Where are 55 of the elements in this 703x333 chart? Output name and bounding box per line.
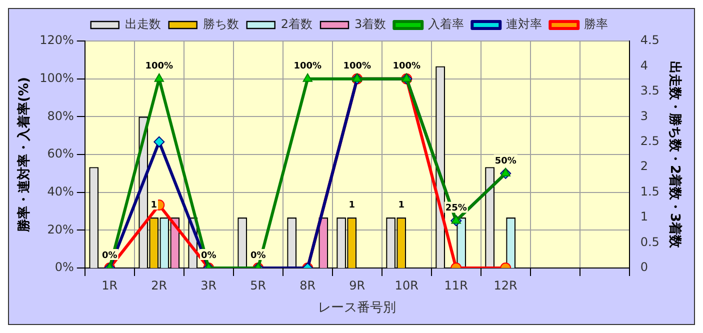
y2-tick-label: 1 xyxy=(640,210,648,224)
y-tick-label: 20% xyxy=(47,222,74,236)
data-label: 100% xyxy=(145,62,174,72)
legend-label: 出走数 xyxy=(124,17,161,32)
x-axis-title: レース番号別 xyxy=(318,300,396,316)
data-label: 100% xyxy=(294,62,322,72)
data-label: 25% xyxy=(445,204,467,214)
x-tick-label: 11R xyxy=(444,278,468,292)
y-tick-label: 120% xyxy=(40,33,74,48)
x-tick-label: 1R xyxy=(102,278,118,292)
y2-tick-label: 1.5 xyxy=(640,184,660,198)
data-label: 1 xyxy=(398,200,404,210)
y-tick-label: 0% xyxy=(54,260,74,274)
x-tick-label: 9R xyxy=(349,278,366,292)
x-tick-label: 2R xyxy=(151,278,168,292)
x-tick-label: 8R xyxy=(300,278,316,292)
point xyxy=(402,73,412,82)
point xyxy=(500,168,510,176)
x-tick-label: 12R xyxy=(494,278,518,292)
legend-label: 勝ち数 xyxy=(202,17,239,32)
legend-label: 3着数 xyxy=(354,17,386,32)
y2-tick-label: 0.5 xyxy=(640,234,660,249)
y2-tick-label: 2 xyxy=(640,159,648,174)
y2-axis-title: 出走数・勝ち数・2着数・3着数 xyxy=(666,60,683,250)
data-label: 50% xyxy=(494,156,516,166)
data-label: 1 xyxy=(348,200,355,210)
x-tick-label: 5R xyxy=(250,278,266,292)
legend-label: 入着率 xyxy=(428,17,464,32)
data-label: 1 xyxy=(150,200,158,210)
y2-tick-label: 2.5 xyxy=(640,134,660,148)
y-tick-label: 80% xyxy=(47,108,74,123)
y-tick-label: 60% xyxy=(47,146,74,161)
point xyxy=(352,73,362,82)
legend-label: 勝率 xyxy=(584,17,608,32)
y-tick-label: 40% xyxy=(47,184,74,198)
data-label: 0% xyxy=(200,250,216,261)
point xyxy=(302,73,312,82)
y2-tick-label: 0 xyxy=(640,260,648,274)
data-label: 100% xyxy=(343,62,372,72)
data-label: 0% xyxy=(250,250,266,261)
point xyxy=(154,136,165,148)
y2-tick-label: 4 xyxy=(640,58,648,72)
y-axis-title: 勝率・連対率・入着率(%) xyxy=(16,77,32,233)
legend-label: 連対率 xyxy=(506,17,542,32)
y2-tick-label: 4.5 xyxy=(640,33,660,48)
data-label: 0% xyxy=(102,250,118,261)
point xyxy=(154,73,164,82)
x-tick-label: 10R xyxy=(394,278,418,292)
x-tick-label: 3R xyxy=(200,278,217,292)
y2-tick-label: 3.5 xyxy=(640,84,660,98)
data-label: 100% xyxy=(392,62,421,72)
legend-label: 2着数 xyxy=(280,17,313,32)
point xyxy=(451,215,461,224)
y-tick-label: 100% xyxy=(40,70,74,85)
y2-tick-label: 3 xyxy=(640,108,648,123)
